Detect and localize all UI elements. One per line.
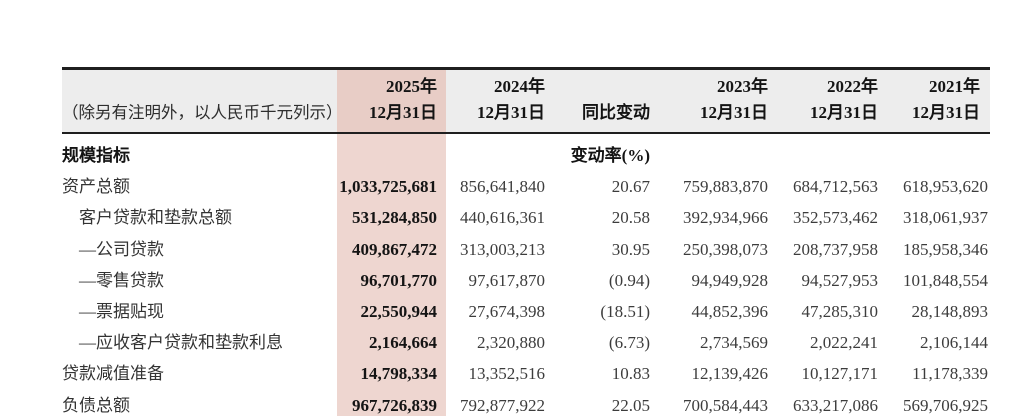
column-header-2024: 2024年 12月31日: [446, 70, 553, 132]
column-date: 12月31日: [912, 103, 980, 122]
column-date: 12月31日: [810, 103, 878, 122]
value-2022: 352,573,462: [793, 208, 878, 228]
value-2021: 185,958,346: [903, 239, 988, 259]
value-2022: 47,285,310: [801, 302, 879, 322]
table-row-discounted-bills: —票据贴现 22,550,944 27,674,398 (18.51) 44,8…: [62, 296, 990, 327]
row-label: —零售贷款: [79, 270, 164, 290]
value-2023: 94,949,928: [691, 270, 769, 290]
value-2021: 318,061,937: [903, 208, 988, 228]
table-body: 规模指标 变动率(%) 资产总额 1,033,725,681 856,641,8…: [62, 134, 990, 416]
value-2022: 633,217,086: [793, 395, 878, 415]
value-2023: 392,934,966: [683, 208, 768, 228]
value-2022: 684,712,563: [793, 177, 878, 197]
value-2021: 11,178,339: [912, 364, 988, 384]
row-label: —公司贷款: [79, 239, 164, 259]
value-2022: 94,527,953: [801, 270, 879, 290]
section-title: 规模指标: [62, 146, 130, 166]
column-header-2023: 2023年 12月31日: [658, 70, 776, 132]
column-date: 同比变动: [582, 103, 650, 122]
value-yoy-change: (0.94): [608, 270, 650, 290]
table-row-loan-impairment-provision: 贷款减值准备 14,798,334 13,352,516 10.83 12,13…: [62, 358, 990, 389]
unit-note: （除另有注明外，以人民币千元列示）: [62, 70, 343, 132]
column-date: 12月31日: [700, 103, 768, 122]
value-yoy-change: 30.95: [611, 239, 650, 259]
value-2024: 856,641,840: [460, 177, 545, 197]
column-header-yoy-change: 同比变动: [553, 70, 658, 132]
row-label: —应收客户贷款和垫款利息: [79, 333, 283, 353]
value-2023: 2,734,569: [700, 333, 768, 353]
column-header-2025: 2025年 12月31日: [337, 70, 446, 132]
value-2024: 27,674,398: [468, 302, 546, 322]
value-yoy-change: 10.83: [611, 364, 650, 384]
value-2021: 2,106,144: [920, 333, 988, 353]
column-year: 2021年: [929, 77, 980, 96]
value-2025: 2,164,664: [369, 333, 437, 353]
highlight-band-2025-header: [337, 70, 446, 132]
column-year: 2024年: [494, 77, 545, 96]
row-label: 资产总额: [62, 177, 130, 197]
value-2021: 101,848,554: [903, 270, 988, 290]
value-2025: 96,701,770: [360, 270, 438, 290]
table-row-corporate-loans: —公司贷款 409,867,472 313,003,213 30.95 250,…: [62, 234, 990, 265]
value-yoy-change: (6.73): [608, 333, 650, 353]
column-year: 2023年: [717, 77, 768, 96]
value-2023: 250,398,073: [683, 239, 768, 259]
column-header-2022: 2022年 12月31日: [776, 70, 886, 132]
row-label: 客户贷款和垫款总额: [79, 208, 232, 228]
column-date: 12月31日: [369, 103, 437, 122]
value-2024: 313,003,213: [460, 239, 545, 259]
row-label: 贷款减值准备: [62, 364, 164, 384]
column-date: 12月31日: [477, 103, 545, 122]
value-2021: 569,706,925: [903, 395, 988, 415]
value-2022: 2,022,241: [810, 333, 878, 353]
value-2023: 700,584,443: [683, 395, 768, 415]
value-yoy-change: (18.51): [600, 302, 650, 322]
value-yoy-change: 20.58: [611, 208, 650, 228]
financial-indicators-table: （除另有注明外，以人民币千元列示） 2025年 12月31日 2024年 12月…: [62, 67, 990, 416]
value-yoy-change: 20.67: [611, 177, 650, 197]
value-2023: 12,139,426: [691, 364, 769, 384]
value-2023: 759,883,870: [683, 177, 768, 197]
change-rate-label: 变动率(%): [570, 146, 650, 166]
value-2024: 97,617,870: [468, 270, 546, 290]
value-2025: 967,726,839: [352, 395, 437, 415]
section-header-row: 规模指标 变动率(%): [62, 140, 990, 171]
unit-note-text: （除另有注明外，以人民币千元列示）: [62, 103, 343, 122]
value-2022: 208,737,958: [793, 239, 878, 259]
value-2025: 409,867,472: [352, 239, 437, 259]
value-yoy-change: 22.05: [611, 395, 650, 415]
column-year: 2025年: [386, 77, 437, 96]
value-2022: 10,127,171: [801, 364, 879, 384]
table-row-total-liabilities: 负债总额 967,726,839 792,877,922 22.05 700,5…: [62, 390, 990, 416]
column-year: 2022年: [827, 77, 878, 96]
row-label: 负债总额: [62, 395, 130, 415]
table-row-total-assets: 资产总额 1,033,725,681 856,641,840 20.67 759…: [62, 171, 990, 202]
value-2024: 792,877,922: [460, 395, 545, 415]
value-2025: 14,798,334: [360, 364, 438, 384]
column-header-2021: 2021年 12月31日: [886, 70, 990, 132]
value-2025: 22,550,944: [360, 302, 438, 322]
value-2021: 618,953,620: [903, 177, 988, 197]
value-2025: 1,033,725,681: [339, 177, 437, 197]
highlight-band-2025-body: [337, 134, 446, 416]
value-2023: 44,852,396: [691, 302, 769, 322]
value-2024: 2,320,880: [477, 333, 545, 353]
table-header-row: （除另有注明外，以人民币千元列示） 2025年 12月31日 2024年 12月…: [62, 67, 990, 134]
table-row-accrued-interest: —应收客户贷款和垫款利息 2,164,664 2,320,880 (6.73) …: [62, 327, 990, 358]
table-row-retail-loans: —零售贷款 96,701,770 97,617,870 (0.94) 94,94…: [62, 265, 990, 296]
value-2024: 13,352,516: [468, 364, 546, 384]
value-2024: 440,616,361: [460, 208, 545, 228]
table-row-gross-loans: 客户贷款和垫款总额 531,284,850 440,616,361 20.58 …: [62, 202, 990, 233]
table-header-background: [62, 67, 990, 134]
value-2021: 28,148,893: [911, 302, 989, 322]
row-label: —票据贴现: [79, 302, 164, 322]
value-2025: 531,284,850: [352, 208, 437, 228]
